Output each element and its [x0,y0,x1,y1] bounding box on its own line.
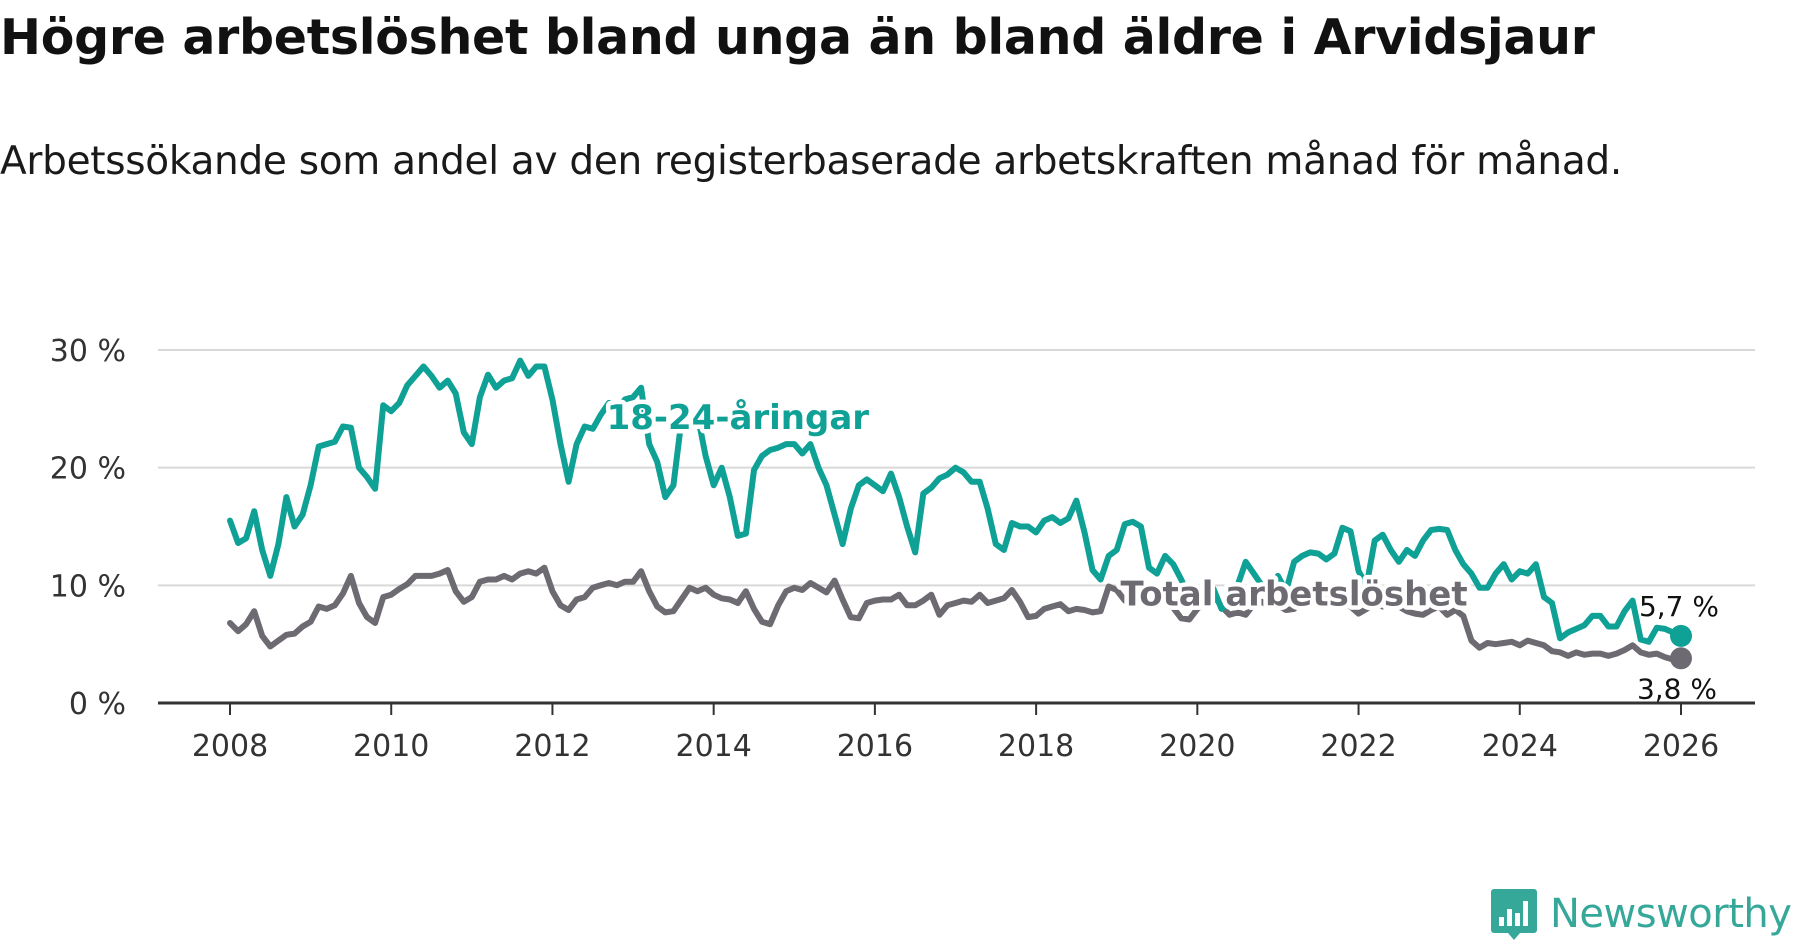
end-label-youth: 5,7 % [1639,590,1719,623]
axis-layer: 0 % 10 % 20 % 30 % 2008 2010 2012 2014 2016 2018 2… [50,334,1755,764]
x-tick-label: 2026 [1643,729,1719,764]
chart-title: Högre arbetslöshet bland unga än bland ä… [0,9,1595,66]
x-tick-label: 2020 [1159,729,1235,764]
x-tick-label: 2014 [675,729,751,764]
x-tick-label: 2018 [998,729,1074,764]
y-tick-label: 30 % [50,334,126,369]
x-tick-label: 2022 [1320,729,1396,764]
x-tick-label: 2008 [192,729,268,764]
x-tick-label: 2010 [353,729,429,764]
x-tick-label: 2012 [514,729,590,764]
y-tick-label: 20 % [50,452,126,487]
end-point-total [1670,647,1692,670]
series-label-total: Total arbetslöshet [1121,574,1468,614]
brand-name: Newsworthy [1550,891,1792,937]
y-tick-label: 0 % [69,687,126,722]
chart-subtitle: Arbetssökande som andel av den registerb… [0,139,1622,184]
bar-chart-icon [1491,889,1537,940]
x-tick-label: 2016 [837,729,913,764]
label-layer: 5,7 % 3,8 % 18-24-åringar Total arbetslöshe… [602,393,1719,705]
end-point-youth [1670,624,1692,647]
series-line-total [227,564,1684,663]
series-layer [227,357,1692,670]
series-line-youth [227,357,1684,645]
brand-logo: Newsworthy [1490,887,1792,941]
x-tick-label: 2024 [1482,729,1558,764]
y-tick-label: 10 % [50,569,126,604]
end-label-total: 3,8 % [1637,672,1717,705]
series-label-youth: 18-24-åringar [607,398,870,438]
